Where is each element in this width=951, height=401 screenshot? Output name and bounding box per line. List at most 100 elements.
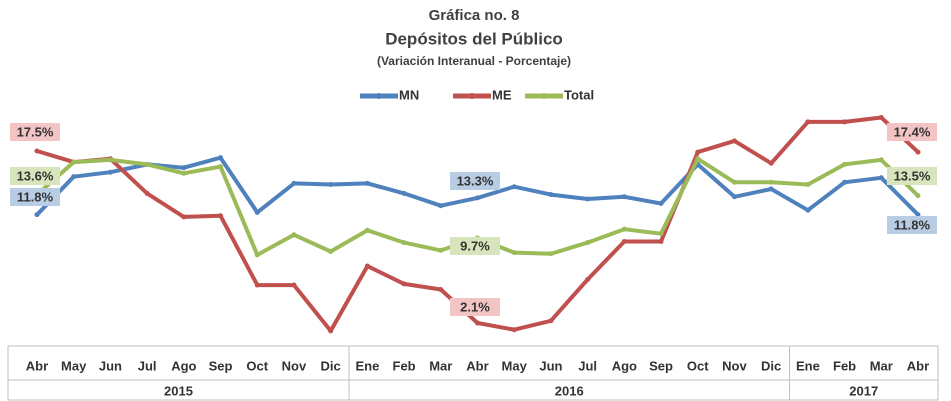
legend-marker [541, 93, 547, 99]
axis-table [7, 345, 939, 401]
x-tick-label: Abr [26, 358, 48, 373]
x-tick-label: Sep [649, 358, 673, 373]
data-point [842, 179, 848, 185]
data-point [695, 149, 701, 155]
x-tick-label: Feb [393, 358, 416, 373]
x-tick-label: Nov [282, 358, 307, 373]
data-point [915, 149, 921, 155]
data-point [511, 327, 517, 333]
data-point [34, 212, 40, 218]
data-label-bg [450, 298, 500, 316]
data-point [401, 240, 407, 246]
data-point [364, 227, 370, 233]
data-point [878, 114, 884, 120]
data-point [805, 119, 811, 125]
data-point [621, 238, 627, 244]
data-label-bg [10, 188, 60, 206]
x-tick-label: Ago [612, 358, 637, 373]
data-label: 13.5% [894, 168, 931, 183]
data-point [438, 247, 444, 253]
data-label: 17.5% [17, 124, 54, 139]
data-point [364, 180, 370, 186]
data-point [328, 328, 334, 334]
data-point [548, 251, 554, 257]
data-point [621, 226, 627, 232]
data-point [254, 252, 260, 258]
x-tick-label: Dic [321, 358, 341, 373]
x-tick-label: Jun [539, 358, 562, 373]
data-point [218, 213, 224, 219]
data-point [511, 250, 517, 256]
data-label-bg [450, 237, 500, 255]
data-point [805, 207, 811, 213]
data-point [254, 282, 260, 288]
data-label: 2.1% [460, 299, 490, 314]
data-point [181, 170, 187, 176]
data-point [291, 180, 297, 186]
chart-note: (Variación Interanual - Porcentaje) [377, 54, 571, 68]
data-point [621, 194, 627, 200]
data-point [328, 249, 334, 255]
data-point [842, 119, 848, 125]
data-point [731, 194, 737, 200]
data-label-bg [887, 216, 937, 234]
data-point [878, 157, 884, 163]
legend-marker [376, 93, 382, 99]
data-label: 17.4% [894, 124, 931, 139]
data-point [401, 281, 407, 287]
data-point [71, 159, 77, 165]
x-group-label: 2015 [164, 383, 193, 398]
data-point [254, 209, 260, 215]
data-point [218, 164, 224, 170]
data-label: 13.3% [457, 173, 494, 188]
data-point [548, 318, 554, 324]
data-point [511, 184, 517, 190]
x-tick-label: Ene [796, 358, 820, 373]
data-label: 9.7% [460, 238, 490, 253]
data-point [915, 193, 921, 199]
data-point [768, 186, 774, 192]
x-tick-label: Feb [833, 358, 856, 373]
x-tick-label: Sep [209, 358, 233, 373]
data-label: 11.8% [17, 189, 54, 204]
x-tick-label: May [61, 358, 87, 373]
data-point [107, 157, 113, 163]
data-point [34, 148, 40, 154]
data-point [658, 231, 664, 237]
x-tick-label: Abr [466, 358, 488, 373]
x-tick-label: May [502, 358, 528, 373]
data-label-bg [10, 123, 60, 141]
data-point [364, 263, 370, 269]
x-tick-label: Nov [722, 358, 747, 373]
x-tick-label: Abr [907, 358, 929, 373]
data-label-bg [887, 123, 937, 141]
data-point [585, 240, 591, 246]
data-label-bg [10, 167, 60, 185]
data-point [878, 175, 884, 181]
data-point [475, 320, 480, 326]
data-point [585, 276, 591, 282]
data-point [291, 232, 297, 238]
data-point [71, 174, 77, 180]
data-label-bg [450, 172, 500, 190]
data-point [658, 200, 664, 206]
x-tick-label: Ene [355, 358, 379, 373]
x-tick-label: Jun [99, 358, 122, 373]
x-tick-label: Oct [246, 358, 268, 373]
legend-label: Total [564, 87, 594, 102]
chart-subtitle: Depósitos del Público [385, 29, 563, 48]
data-point [401, 190, 407, 196]
x-tick-label: Jul [138, 358, 157, 373]
chart-title: Gráfica no. 8 [429, 7, 520, 24]
x-tick-label: Jul [578, 358, 597, 373]
data-point [805, 181, 811, 187]
data-label: 13.6% [17, 168, 54, 183]
data-point [915, 212, 921, 218]
data-point [218, 155, 224, 161]
x-group-label: 2016 [555, 383, 584, 398]
x-tick-label: Dic [761, 358, 781, 373]
data-point [842, 161, 848, 167]
x-group-label: 2017 [849, 383, 878, 398]
legend-label: MN [399, 87, 419, 102]
